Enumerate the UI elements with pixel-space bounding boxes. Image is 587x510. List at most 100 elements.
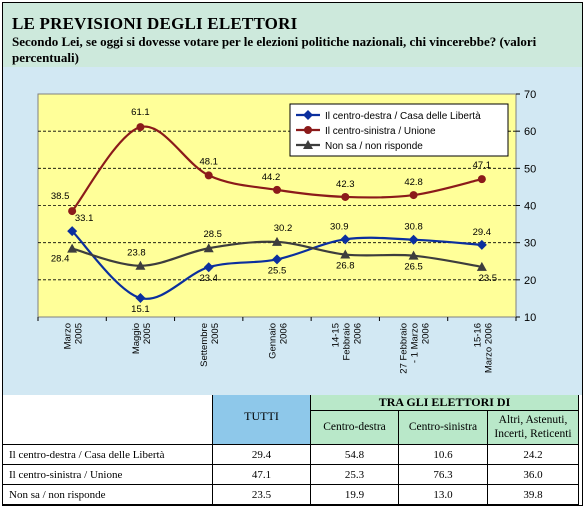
table-row-label: Il centro-destra / Casa delle Libertà xyxy=(3,445,213,465)
series-point-marker xyxy=(341,192,350,201)
table-cell: 13.0 xyxy=(399,485,488,505)
series-point-marker xyxy=(408,250,419,260)
x-tick-label: 14-15 xyxy=(330,323,341,347)
y-tick-label: 40 xyxy=(524,201,536,213)
series-point-marker xyxy=(272,254,282,265)
series-3: 28.4 23.8 28.5 30.2 26.8 26.5 23.5 xyxy=(51,223,497,284)
x-tick-label-group: Settembre 2005 xyxy=(199,323,221,367)
x-tick-label: 2005 xyxy=(210,323,221,344)
series-point-marker xyxy=(476,261,487,271)
x-tick-label: 2006 xyxy=(279,323,290,344)
data-label: 29.4 xyxy=(473,227,492,238)
data-label: 42.3 xyxy=(336,179,355,190)
x-tick-label: 2006 xyxy=(421,323,432,344)
series-point-marker xyxy=(303,110,313,120)
data-label: 30.9 xyxy=(330,221,349,232)
x-tick-label-group: 27 Febbraio - 1 Marzo 2006 xyxy=(399,323,432,374)
x-tick-label: Gennaio xyxy=(268,323,279,359)
data-label: 15.1 xyxy=(131,304,150,315)
series-point-marker xyxy=(340,234,351,245)
table-cell: 25.3 xyxy=(311,465,399,485)
legend-label: Il centro-sinistra / Unione xyxy=(325,126,436,137)
x-tick-label: - 1 Marzo xyxy=(410,323,421,363)
results-table: TUTTI TRA GLI ELETTORI DI Centro-destra Cen… xyxy=(3,395,583,505)
series-point-marker xyxy=(340,249,351,259)
series-point-marker xyxy=(476,239,487,250)
series-point-marker xyxy=(68,207,77,216)
series-point-marker xyxy=(135,293,146,304)
table-cell: 39.8 xyxy=(488,485,579,505)
x-tick-label: Settembre xyxy=(199,323,210,367)
y-tick-label: 30 xyxy=(524,238,536,250)
legend-label: Il centro-destra / Casa delle Libertà xyxy=(325,111,481,122)
data-label: 48.1 xyxy=(199,156,218,167)
data-label: 26.5 xyxy=(404,262,423,273)
x-tick-label: 2006 xyxy=(352,323,363,344)
series-point-marker xyxy=(409,191,418,200)
data-label: 25.5 xyxy=(268,265,287,276)
table-cell: 19.9 xyxy=(311,485,399,505)
x-tick-label: Marzo xyxy=(63,323,74,349)
column-header-centro-destra: Centro-destra xyxy=(311,411,399,445)
table-row-label: Il centro-sinistra / Unione xyxy=(3,465,213,485)
y-tick-label: 10 xyxy=(524,312,536,324)
data-label: 47.1 xyxy=(473,160,492,171)
table-corner-cell xyxy=(3,395,213,445)
table-row-label: Non sa / non risponde xyxy=(3,485,213,505)
series-point-marker xyxy=(477,175,486,184)
legend: Il centro-destra / Casa delle Libertà Il … xyxy=(289,103,509,157)
legend-box xyxy=(289,103,509,157)
series-2: 38.5 61.1 48.1 44.2 42.3 42.8 47.1 xyxy=(51,107,492,216)
y-tick-label: 60 xyxy=(524,126,536,138)
x-tick-label: 2005 xyxy=(74,323,85,344)
table-cell: 10.6 xyxy=(399,445,488,465)
y-tick-label: 20 xyxy=(524,275,536,287)
x-tick-label-group: 14-15 Febbraio 2006 xyxy=(330,323,363,361)
table-cell: 76.3 xyxy=(399,465,488,485)
page-subtitle: Secondo Lei, se oggi si dovesse votare p… xyxy=(12,34,537,65)
x-tick-label-group: Gennaio 2006 xyxy=(268,323,290,359)
series-point-marker xyxy=(273,185,281,194)
x-tick-label: 2005 xyxy=(142,323,153,344)
series-point-marker xyxy=(67,226,78,237)
data-label: 42.8 xyxy=(404,177,423,188)
series-point-marker xyxy=(204,171,213,180)
column-header-altri: Altri, Astenuti, Incerti, Reticenti xyxy=(488,411,579,445)
series-point-marker xyxy=(136,123,145,132)
data-label: 30.2 xyxy=(274,223,293,234)
data-label: 38.5 xyxy=(51,191,70,202)
x-tick-label: Marzo 2006 xyxy=(483,323,494,373)
table-cell: 24.2 xyxy=(488,445,579,465)
table-cell: 47.1 xyxy=(213,465,311,485)
series-point-marker xyxy=(67,243,78,253)
data-label: 28.4 xyxy=(51,254,70,265)
y-tick-label: 50 xyxy=(524,163,536,175)
figure-frame xyxy=(2,2,583,506)
column-header-centro-sinistra: Centro-sinistra xyxy=(399,411,488,445)
legend-label: Non sa / non risponde xyxy=(325,141,423,152)
x-tick-label-group: Maggio 2005 xyxy=(131,323,153,354)
table-cell: 54.8 xyxy=(311,445,399,465)
data-label: 23.4 xyxy=(199,273,218,284)
series-point-marker xyxy=(203,262,214,273)
table-cell: 29.4 xyxy=(213,445,311,465)
y-tick-label: 70 xyxy=(524,89,536,101)
series-point-marker xyxy=(135,260,146,270)
data-label: 30.8 xyxy=(404,222,423,233)
series-point-marker xyxy=(408,234,419,245)
data-label: 44.2 xyxy=(262,172,281,183)
data-label: 61.1 xyxy=(131,107,150,118)
table-cell: 23.5 xyxy=(213,485,311,505)
data-label: 26.8 xyxy=(336,261,355,272)
data-label: 33.1 xyxy=(75,213,94,224)
series-1: 33.1 15.1 23.4 25.5 30.9 30.8 29.4 xyxy=(67,213,491,315)
x-tick-label: 15-16 xyxy=(472,323,483,347)
x-tick-label: Maggio xyxy=(131,323,142,354)
header-band: LE PREVISIONI DEGLI ELETTORI Secondo Lei… xyxy=(3,3,582,67)
series-point-marker xyxy=(203,243,214,253)
x-tick-label: 27 Febbraio xyxy=(399,323,410,374)
x-tick-label: Febbraio xyxy=(341,323,352,361)
column-group-header: TRA GLI ELETTORI DI xyxy=(311,395,579,411)
data-label: 23.5 xyxy=(479,273,498,284)
